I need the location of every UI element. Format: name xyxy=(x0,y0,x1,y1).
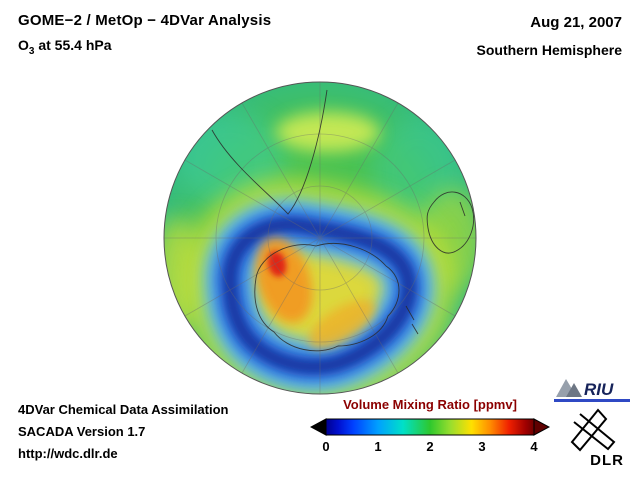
subtitle-level: at 55.4 hPa xyxy=(34,37,112,53)
colorbar-right-arrow-icon xyxy=(533,418,550,436)
dlr-logo-text: DLR xyxy=(590,452,624,469)
globe-rim xyxy=(163,81,477,395)
colorbar-tick-3: 3 xyxy=(478,439,486,454)
colorbar-tick-2: 2 xyxy=(426,439,434,454)
colorbar-tick-1: 1 xyxy=(374,439,382,454)
hemisphere-label: Southern Hemisphere xyxy=(476,42,622,58)
colorbar-left-arrow-icon xyxy=(310,418,327,436)
page-subtitle: O3 at 55.4 hPa xyxy=(18,37,112,56)
riu-logo-icon: RIU xyxy=(554,379,630,402)
graticule xyxy=(164,82,476,394)
colorbar: Volume Mixing Ratio [ppmv] xyxy=(310,397,550,467)
colorbar-ticks: 0 1 2 3 4 xyxy=(310,439,550,457)
footer-line-version: SACADA Version 1.7 xyxy=(18,424,146,439)
subtitle-subscript: 3 xyxy=(28,45,35,57)
date-label: Aug 21, 2007 xyxy=(530,14,622,31)
riu-logo-text: RIU xyxy=(584,380,614,399)
colorbar-title: Volume Mixing Ratio [ppmv] xyxy=(343,397,517,412)
ozone-field xyxy=(164,82,476,394)
dlr-logo-icon xyxy=(570,408,616,452)
page-title: GOME−2 / MetOp − 4DVar Analysis xyxy=(18,12,272,29)
colorbar-tick-4: 4 xyxy=(530,439,538,454)
ozone-map xyxy=(163,81,477,395)
footer-line-assimilation: 4DVar Chemical Data Assimilation xyxy=(18,402,229,417)
colorbar-scale xyxy=(310,418,550,436)
subtitle-species: O xyxy=(18,37,29,53)
footer-line-url: http://wdc.dlr.de xyxy=(18,446,118,461)
colorbar-tick-0: 0 xyxy=(322,439,330,454)
